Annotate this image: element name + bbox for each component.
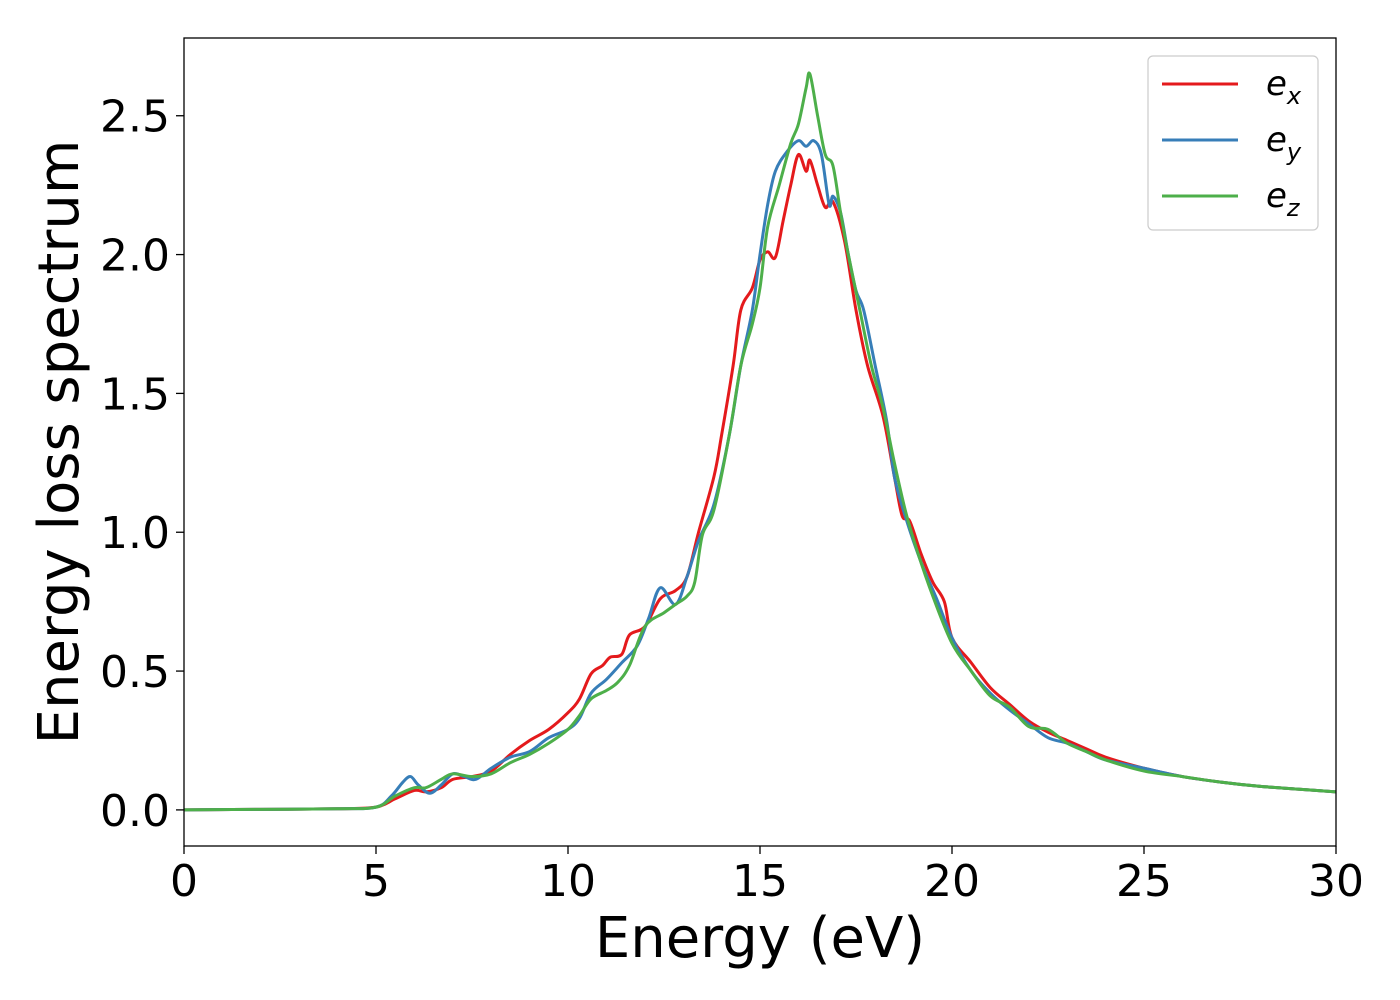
plot-lines: [184, 71, 1336, 812]
y-axis-label: Energy loss spectrum: [27, 140, 92, 745]
x-tick-label: 15: [732, 856, 788, 907]
y-tick-label: 0.5: [100, 647, 170, 698]
y-tick-label: 2.5: [100, 92, 170, 143]
series-line-ey: [184, 139, 1336, 812]
legend-label-subscript: z: [1286, 194, 1301, 222]
legend-label-subscript: x: [1286, 82, 1302, 110]
x-axis-label: Energy (eV): [595, 906, 925, 971]
x-tick-label: 10: [540, 856, 596, 907]
y-tick-label: 0.0: [100, 786, 170, 837]
x-tick-label: 0: [170, 856, 198, 907]
y-tick-label: 2.0: [100, 231, 170, 282]
y-axis-ticks: 0.0 0.5 1.0 1.5 2.0 2.5: [100, 92, 184, 837]
y-tick-label: 1.0: [100, 508, 170, 559]
x-axis-ticks: 0 5 10 15 20 25 30: [170, 846, 1364, 907]
y-tick-label: 1.5: [100, 369, 170, 420]
legend-label-x: ex: [1266, 64, 1302, 110]
series-line-ex: [184, 153, 1336, 812]
legend-label-base: e: [1266, 120, 1287, 160]
series-line-ez: [184, 71, 1336, 812]
x-tick-label: 20: [924, 856, 980, 907]
legend-label-y: ey: [1266, 120, 1302, 166]
x-tick-label: 5: [362, 856, 390, 907]
legend-label-z: ez: [1266, 176, 1301, 222]
legend-label-base: e: [1266, 176, 1287, 216]
legend-box: [1147, 55, 1319, 231]
x-tick-label: 30: [1308, 856, 1364, 907]
x-tick-label: 25: [1116, 856, 1172, 907]
legend-label-base: e: [1266, 64, 1287, 104]
legend-label-subscript: y: [1286, 138, 1302, 166]
